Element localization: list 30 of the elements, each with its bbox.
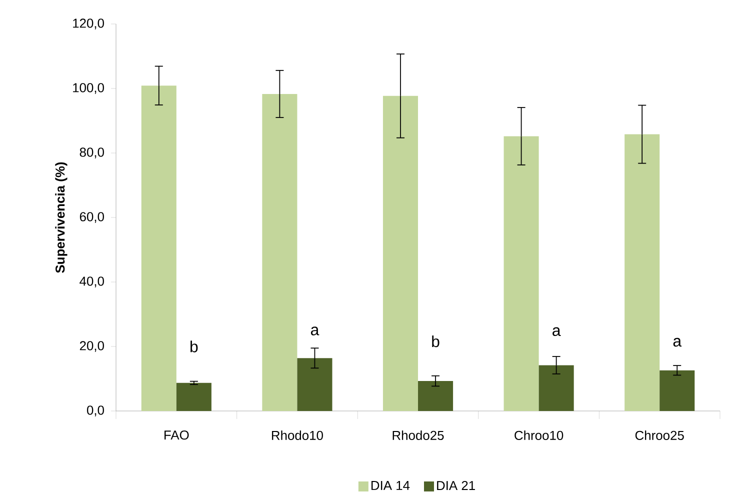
y-tick-label: 20,0 [80,341,104,352]
x-tick-label: Rhodo10 [272,430,323,440]
bar [382,96,418,411]
annotation: b [190,340,198,352]
legend-label: DIA 21 [437,480,475,490]
y-tick-label: 100,0 [73,83,104,94]
bar [660,370,695,411]
bar [176,382,212,411]
y-tick-label: 0,0 [86,406,104,416]
bar [141,86,176,411]
x-tick-label: Chroo10 [514,430,564,440]
annotation: a [673,338,682,347]
bar [538,365,574,411]
y-tick-label: 80,0 [80,148,104,158]
legend-label: DIA 14 [371,481,410,490]
y-tick-label: 40,0 [80,276,104,288]
x-tick-label: Chroo25 [635,430,684,440]
x-tick-label: FAO [164,430,189,440]
x-tick-label: Rhodo25 [392,430,444,440]
bar [297,358,332,411]
bar [624,134,660,411]
annotation: b [432,335,440,348]
bar [504,136,539,411]
annotation: a [552,327,561,336]
bar [262,94,298,411]
y-tick-label: 120,0 [73,18,104,30]
y-axis-title: Supervivencia (%) [55,162,68,273]
annotation: a [310,326,320,336]
bar [418,380,454,411]
y-tick-label: 60,0 [80,212,104,223]
